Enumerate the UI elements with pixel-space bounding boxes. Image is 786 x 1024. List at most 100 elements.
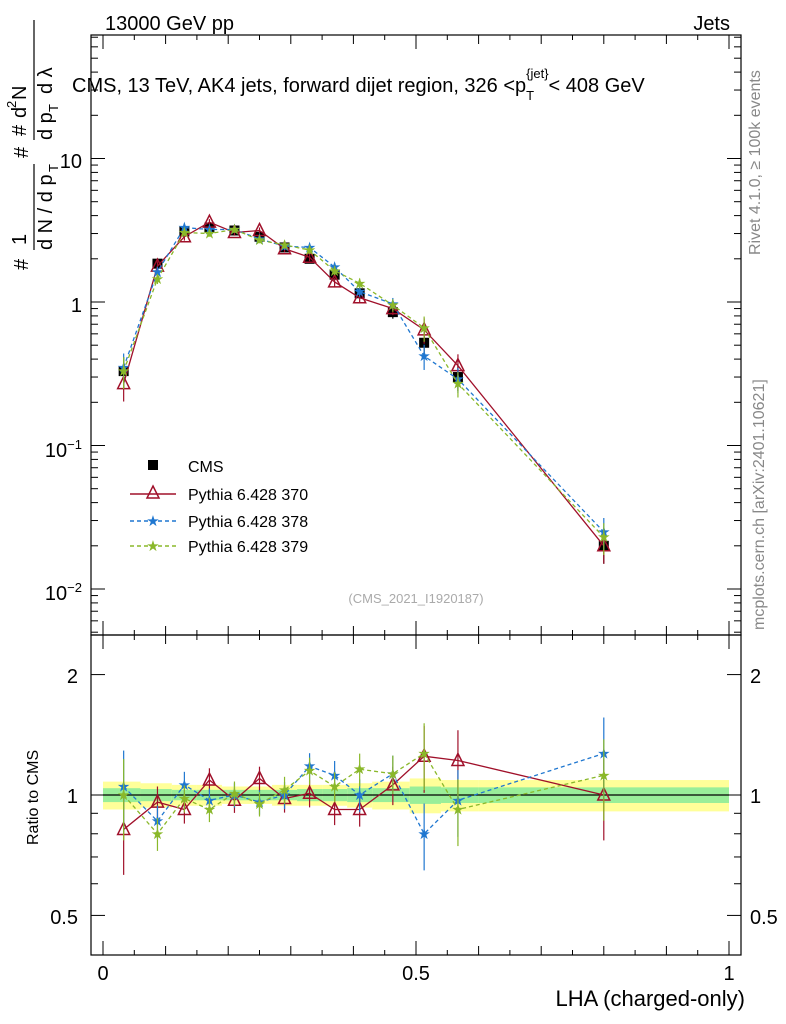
main-data-point bbox=[302, 248, 317, 264]
legend-label-379: Pythia 6.428 379 bbox=[188, 539, 308, 556]
svg-text:d: d bbox=[9, 107, 31, 118]
main-data-point: ★ bbox=[203, 221, 216, 239]
ratio-data-point bbox=[177, 800, 192, 816]
main-data-point: ★ bbox=[353, 283, 366, 301]
ratio-ytick-1-right: 1 bbox=[750, 786, 761, 808]
svg-text:N: N bbox=[9, 86, 31, 100]
xtick-1: 1 bbox=[723, 963, 734, 985]
main-data-point: ★ bbox=[451, 375, 464, 393]
svg-text:#: # bbox=[11, 146, 33, 158]
header-left: 13000 GeV pp bbox=[105, 13, 234, 35]
ratio-axis-ticks bbox=[91, 635, 741, 955]
main-data-point: ★ bbox=[328, 262, 341, 280]
main-series-line bbox=[123, 221, 605, 547]
ratio-series-line bbox=[123, 752, 604, 835]
main-data-point: ★ bbox=[178, 224, 191, 242]
legend-marker-370 bbox=[145, 484, 161, 499]
main-data-point bbox=[352, 289, 367, 304]
main-series-group: ★★★ ★ ★★ ★ ★★★★★★★★★★ ★ ★★ ★ ★★★★★★★ bbox=[116, 213, 612, 564]
main-axis-ticks bbox=[91, 35, 741, 635]
ratio-data-point: ★ bbox=[178, 776, 191, 794]
ratio-ytick-05-left: 0.5 bbox=[50, 907, 78, 929]
analysis-watermark: (CMS_2021_I1920187) bbox=[348, 591, 483, 606]
main-data-point: ★ bbox=[228, 221, 241, 239]
ratio-data-point: ★ bbox=[386, 765, 399, 783]
ytick-1: 1 bbox=[71, 295, 82, 317]
rivet-label: Rivet 4.1.0, ≥ 100k events bbox=[747, 70, 764, 255]
title-part-1: CMS, 13 TeV, AK4 jets, forward dijet reg… bbox=[72, 75, 526, 97]
ratio-data-point bbox=[202, 771, 217, 786]
legend: CMS Pythia 6.428 370 ★ Pythia 6.428 378 … bbox=[130, 459, 308, 556]
main-data-point: ★ bbox=[151, 270, 164, 288]
main-data-point bbox=[277, 240, 292, 255]
header-right: Jets bbox=[693, 13, 730, 35]
x-axis-label: LHA (charged-only) bbox=[555, 986, 745, 1011]
main-data-point: ★ bbox=[278, 236, 291, 254]
ratio-data-point: ★ bbox=[253, 795, 266, 813]
main-data-point: ★ bbox=[597, 528, 610, 546]
ratio-data-point: ★ bbox=[353, 760, 366, 778]
mcplots-label: mcplots.cern.ch [arXiv:2401.10621] bbox=[751, 379, 768, 630]
title-part-2: < 408 GeV bbox=[549, 75, 646, 97]
ratio-data-point: ★ bbox=[203, 800, 216, 818]
ratio-data-point: ★ bbox=[353, 786, 366, 804]
ratio-data-point: ★ bbox=[451, 800, 464, 818]
svg-text:#: # bbox=[11, 258, 33, 270]
main-data-point: ★ bbox=[151, 263, 164, 281]
main-data-point bbox=[252, 221, 267, 237]
ratio-data-point: ★ bbox=[117, 786, 130, 804]
main-data-point bbox=[227, 223, 242, 239]
ratio-data-point: ★ bbox=[278, 781, 291, 799]
svg-text:#: # bbox=[9, 124, 31, 136]
title-sup-jet: {jet} bbox=[526, 66, 549, 81]
main-data-point: ★ bbox=[386, 296, 399, 314]
ratio-data-point bbox=[450, 751, 466, 767]
main-series-line bbox=[123, 226, 605, 533]
main-data-point: ★ bbox=[303, 241, 316, 259]
ratio-data-point: ★ bbox=[597, 766, 610, 784]
y-axis-label: # 1 d N / d p T # # d 2 N d p T d λ bbox=[4, 20, 61, 270]
ratio-data-point: ★ bbox=[151, 825, 164, 843]
ytick-10: 10 bbox=[60, 151, 82, 173]
ratio-data-point: ★ bbox=[417, 825, 430, 843]
main-series-line bbox=[123, 228, 605, 538]
ratio-data-point bbox=[327, 800, 342, 816]
main-data-point: ★ bbox=[353, 274, 366, 292]
ratio-ytick-2-left: 2 bbox=[67, 666, 78, 688]
xtick-0: 0 bbox=[97, 963, 108, 985]
legend-marker-379: ★ bbox=[146, 537, 159, 555]
main-data-point: ★ bbox=[417, 347, 430, 365]
ratio-ytick-2-right: 2 bbox=[750, 666, 761, 688]
svg-text:T: T bbox=[46, 104, 61, 112]
svg-text:T: T bbox=[46, 164, 61, 172]
chart-title: CMS, 13 TeV, AK4 jets, forward dijet reg… bbox=[72, 66, 645, 103]
ytick-1e-1: 10−1 bbox=[45, 437, 82, 462]
ratio-ylabel: Ratio to CMS bbox=[25, 750, 42, 845]
main-data-point bbox=[327, 273, 342, 288]
legend-marker-378: ★ bbox=[146, 512, 159, 530]
ytick-1e-2: 10−2 bbox=[45, 580, 82, 605]
ratio-ytick-1-left: 1 bbox=[67, 786, 78, 808]
legend-marker-cms bbox=[148, 460, 158, 470]
svg-text:d λ: d λ bbox=[35, 67, 57, 94]
main-data-point bbox=[177, 228, 192, 243]
ratio-ytick-05-right: 0.5 bbox=[750, 907, 778, 929]
main-data-point: ★ bbox=[117, 362, 130, 380]
main-data-point: ★ bbox=[253, 231, 266, 249]
main-data-point: ★ bbox=[203, 225, 216, 243]
ratio-data-point: ★ bbox=[303, 762, 316, 780]
svg-text:d N / d p: d N / d p bbox=[35, 174, 57, 250]
svg-text:2: 2 bbox=[4, 101, 19, 108]
legend-label-370: Pythia 6.428 370 bbox=[188, 487, 308, 504]
ratio-data-point: ★ bbox=[228, 784, 241, 802]
ratio-uncertainty-bands bbox=[103, 778, 729, 814]
ratio-data-point bbox=[252, 769, 267, 785]
xtick-05: 0.5 bbox=[402, 963, 430, 985]
main-data-point: ★ bbox=[417, 319, 430, 337]
ratio-series-group: ★★★★ ★ ★ ★★★★★★★★★★★★★★★★★★ ★★★★ bbox=[116, 717, 612, 875]
svg-text:1: 1 bbox=[9, 234, 31, 245]
main-data-point bbox=[385, 299, 401, 315]
ratio-data-point bbox=[352, 800, 367, 816]
ratio-data-point: ★ bbox=[328, 778, 341, 796]
